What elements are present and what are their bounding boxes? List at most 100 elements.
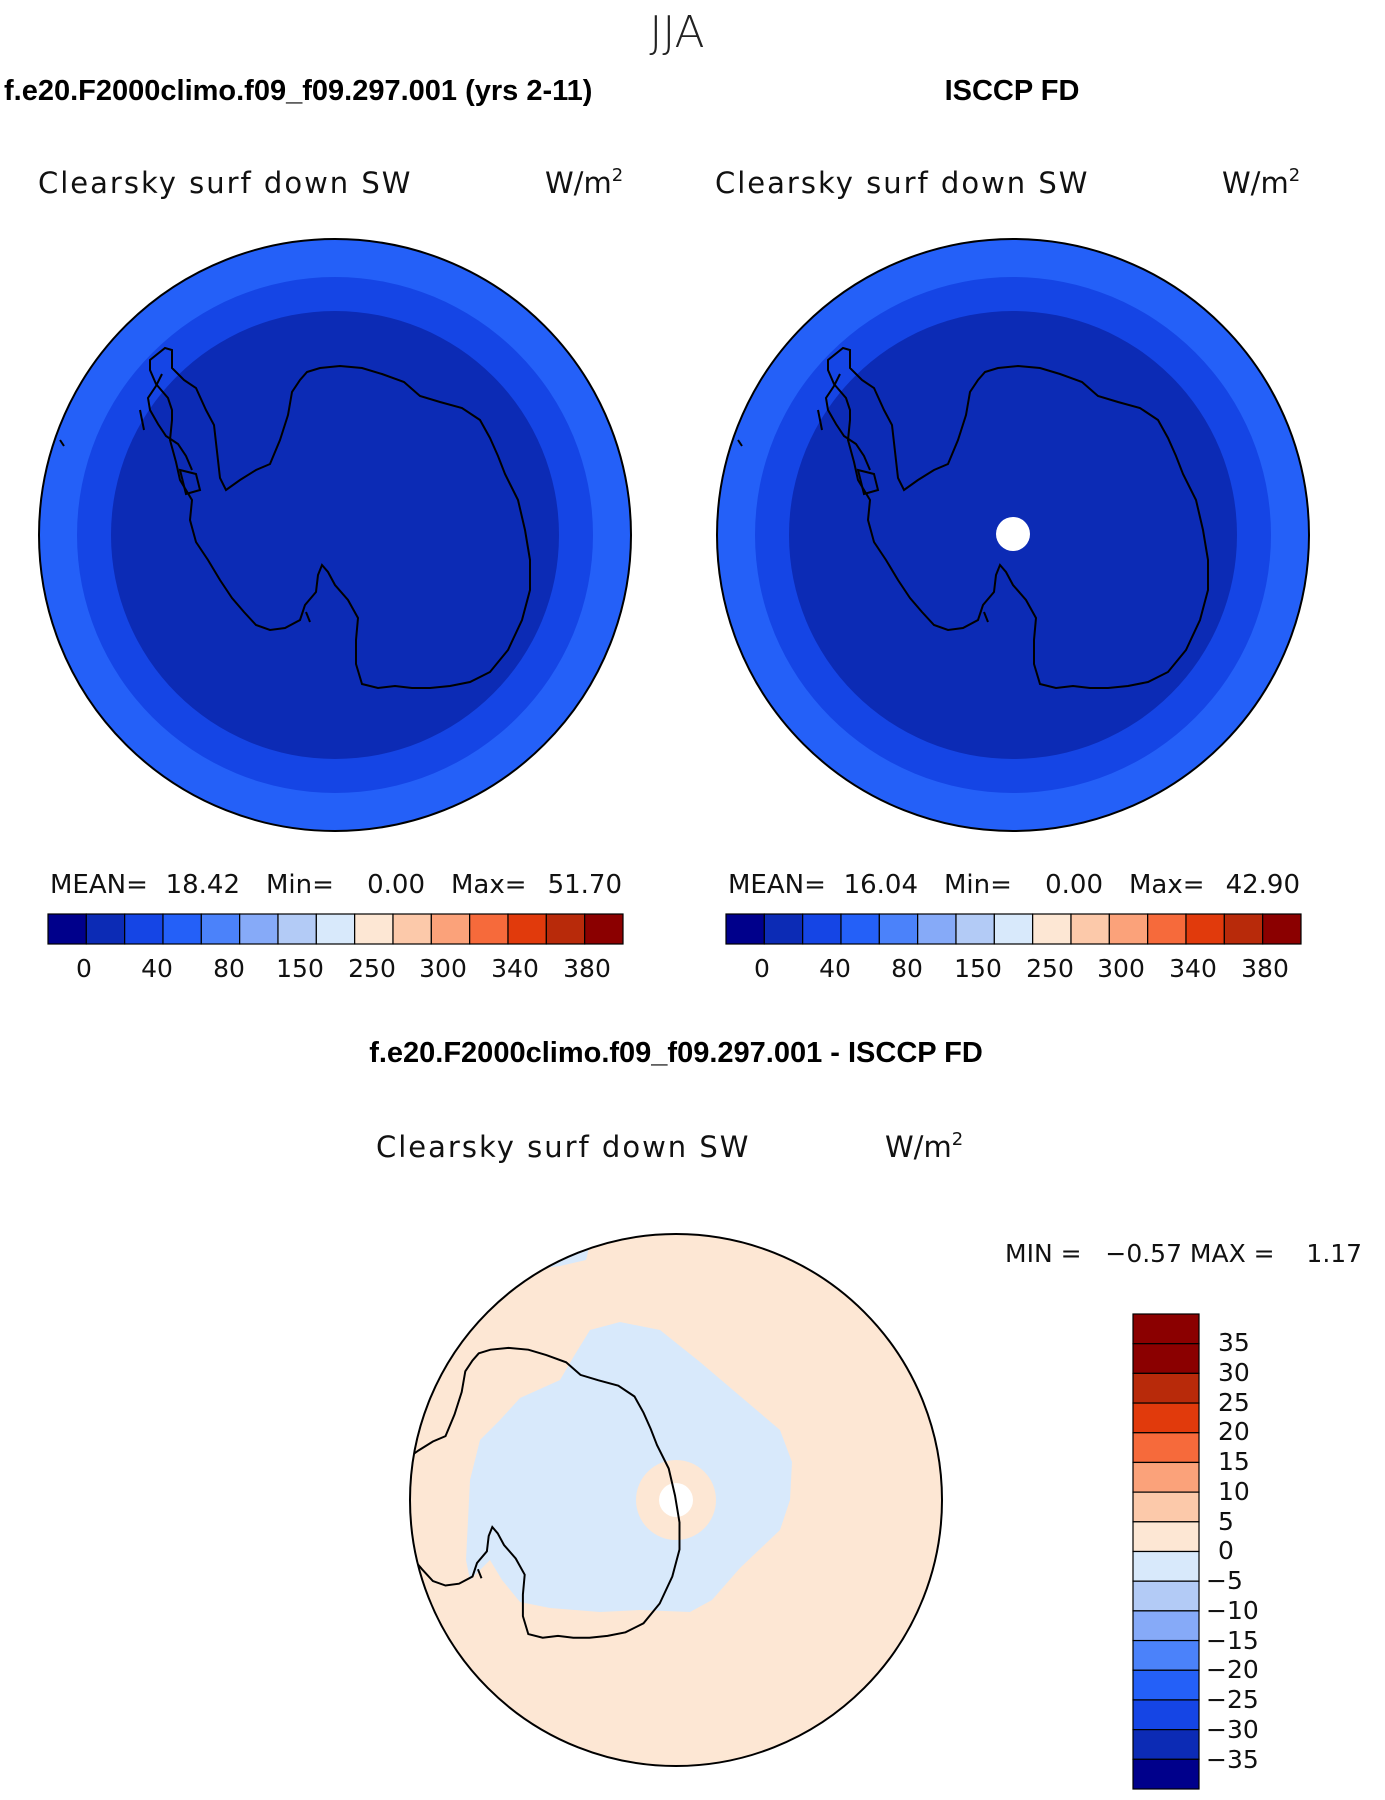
colorbar-label: 40 bbox=[819, 954, 851, 983]
panel-diff-coastline bbox=[410, 1330, 681, 1639]
colorbar-label: 5 bbox=[1218, 1507, 1234, 1536]
colorbar-swatch bbox=[85, 913, 126, 945]
panel-obs-colorbar-labels: 0 40 80 150 250 300 340 380 bbox=[754, 954, 1289, 983]
panel-model-min-label: Min= bbox=[266, 870, 334, 900]
colorbar-swatch bbox=[1132, 1550, 1200, 1582]
panel-model-zone-inner bbox=[111, 311, 559, 759]
panel-model-map bbox=[39, 239, 631, 831]
figure-title: JJA bbox=[649, 7, 704, 58]
colorbar-label: 15 bbox=[1218, 1447, 1250, 1476]
colorbar-label: 380 bbox=[563, 954, 611, 983]
colorbar-label: −15 bbox=[1206, 1626, 1259, 1655]
colorbar-swatch bbox=[1132, 1521, 1200, 1553]
colorbar-label: 300 bbox=[1097, 954, 1145, 983]
panel-obs-stats: MEAN= 16.04 Min= 0.00 Max= 42.90 bbox=[728, 870, 1300, 900]
colorbar-swatch bbox=[1262, 913, 1302, 945]
panel-obs-missing-pole bbox=[996, 517, 1030, 551]
panel-diff-colorbar bbox=[1132, 1313, 1200, 1790]
colorbar-label: 40 bbox=[141, 954, 173, 983]
colorbar-swatch bbox=[1132, 1491, 1200, 1523]
colorbar-label: 0 bbox=[76, 954, 92, 983]
colorbar-swatch bbox=[955, 913, 995, 945]
colorbar-swatch bbox=[993, 913, 1034, 945]
colorbar-swatch bbox=[1032, 913, 1072, 945]
panel-model-colorbar-labels: 0 40 80 150 250 300 340 380 bbox=[76, 954, 611, 983]
panel-diff-case-title: f.e20.F2000climo.f09_f09.297.001 - ISCCP… bbox=[369, 1037, 983, 1069]
colorbar-label: 20 bbox=[1218, 1417, 1250, 1446]
colorbar-swatch bbox=[507, 913, 547, 945]
panel-model-mean-value: 18.42 bbox=[166, 870, 240, 900]
panel-model-mean-label: MEAN= bbox=[50, 870, 148, 900]
colorbar-label: −5 bbox=[1206, 1566, 1243, 1595]
colorbar-swatch bbox=[315, 913, 356, 945]
colorbar-label: −10 bbox=[1206, 1596, 1259, 1625]
panel-obs-mean-value: 16.04 bbox=[844, 870, 918, 900]
panel-model-colorbar bbox=[47, 913, 624, 945]
colorbar-label: 250 bbox=[1026, 954, 1074, 983]
colorbar-swatch bbox=[1070, 913, 1110, 945]
colorbar-label: 340 bbox=[491, 954, 539, 983]
panel-obs-map bbox=[717, 239, 1309, 831]
colorbar-swatch bbox=[584, 913, 624, 945]
panel-diff-map-border bbox=[409, 1233, 943, 1767]
colorbar-swatch bbox=[763, 913, 804, 945]
colorbar-swatch bbox=[47, 913, 87, 945]
panel-obs-min-label: Min= bbox=[944, 870, 1012, 900]
colorbar-swatch bbox=[917, 913, 957, 945]
colorbar-label: 300 bbox=[419, 954, 467, 983]
panel-obs-map-border bbox=[716, 238, 1310, 832]
colorbar-label: 25 bbox=[1218, 1388, 1250, 1417]
colorbar-swatch bbox=[239, 913, 279, 945]
colorbar-swatch bbox=[277, 913, 317, 945]
colorbar-swatch bbox=[1132, 1432, 1200, 1464]
colorbar-swatch bbox=[1147, 913, 1187, 945]
colorbar-swatch bbox=[1108, 913, 1149, 945]
colorbar-swatch bbox=[124, 913, 164, 945]
colorbar-swatch bbox=[200, 913, 241, 945]
colorbar-swatch bbox=[162, 913, 202, 945]
panel-diff-colorbar-labels: 35 30 25 20 15 10 5 0 −5 −10 −15 −20 −25… bbox=[1206, 1328, 1259, 1774]
colorbar-swatch bbox=[878, 913, 919, 945]
colorbar-swatch bbox=[840, 913, 880, 945]
colorbar-label: 80 bbox=[213, 954, 245, 983]
panel-diff-minmax: MIN = −0.57 MAX = 1.17 bbox=[1005, 1239, 1362, 1268]
colorbar-label: 250 bbox=[348, 954, 396, 983]
colorbar-swatch bbox=[1132, 1313, 1200, 1345]
colorbar-swatch bbox=[725, 913, 765, 945]
colorbar-label: 10 bbox=[1218, 1477, 1250, 1506]
panel-obs-field-title: Clearsky surf down SW bbox=[715, 166, 1089, 200]
colorbar-swatch bbox=[545, 913, 586, 945]
colorbar-label: −35 bbox=[1206, 1745, 1259, 1774]
colorbar-label: −20 bbox=[1206, 1655, 1259, 1684]
panel-model-max-value: 51.70 bbox=[548, 870, 622, 900]
colorbar-label: 150 bbox=[954, 954, 1002, 983]
colorbar-label: 0 bbox=[1218, 1536, 1234, 1565]
colorbar-swatch bbox=[1132, 1669, 1200, 1701]
panel-obs-mean-label: MEAN= bbox=[728, 870, 826, 900]
colorbar-swatch bbox=[1185, 913, 1225, 945]
colorbar-swatch bbox=[354, 913, 394, 945]
panel-obs-colorbar bbox=[725, 913, 1302, 945]
colorbar-swatch bbox=[802, 913, 842, 945]
colorbar-swatch bbox=[430, 913, 471, 945]
colorbar-swatch bbox=[469, 913, 509, 945]
panel-diff: f.e20.F2000climo.f09_f09.297.001 - ISCCP… bbox=[369, 1037, 1362, 1790]
colorbar-label: 340 bbox=[1169, 954, 1217, 983]
colorbar-label: 35 bbox=[1218, 1328, 1250, 1357]
colorbar-swatch bbox=[1132, 1580, 1200, 1612]
colorbar-swatch bbox=[1132, 1402, 1200, 1434]
colorbar-swatch bbox=[1223, 913, 1264, 945]
panel-model-units: W/m2 bbox=[545, 165, 623, 200]
panel-obs-max-value: 42.90 bbox=[1226, 870, 1300, 900]
colorbar-label: 30 bbox=[1218, 1358, 1250, 1387]
colorbar-swatch bbox=[1132, 1758, 1200, 1790]
colorbar-label: 80 bbox=[891, 954, 923, 983]
panel-model-coastline bbox=[59, 347, 531, 689]
colorbar-swatch bbox=[1132, 1639, 1200, 1671]
panel-diff-negative-region bbox=[466, 1322, 792, 1612]
panel-obs: ISCCP FD Clearsky surf down SW W/m2 MEAN… bbox=[715, 75, 1310, 983]
panel-diff-map bbox=[410, 1234, 942, 1766]
colorbar-label: 150 bbox=[276, 954, 324, 983]
panel-model: f.e20.F2000climo.f09_f09.297.001 (yrs 2-… bbox=[4, 75, 632, 983]
panel-obs-min-value: 0.00 bbox=[1045, 870, 1103, 900]
